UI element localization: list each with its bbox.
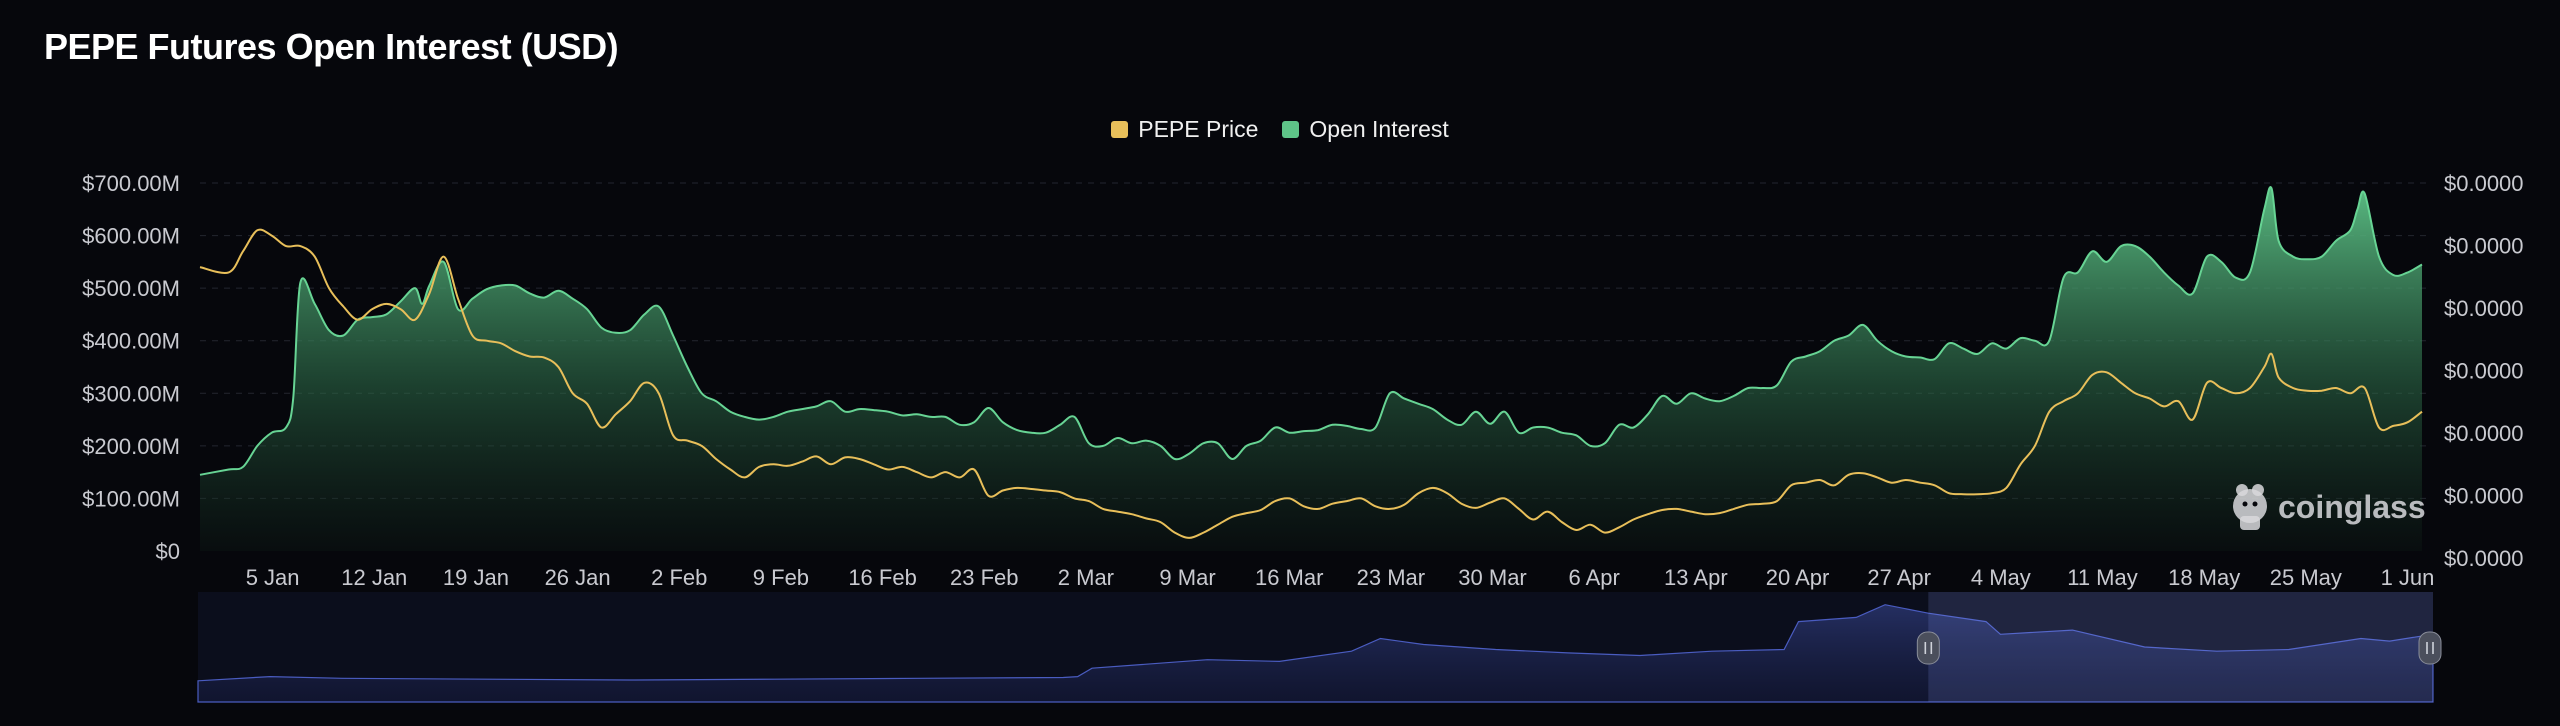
coinglass-logo-icon [2233, 484, 2267, 530]
navigator-area [197, 604, 2434, 703]
handle-grip [2418, 631, 2442, 665]
x-tick-label: 19 Jan [443, 565, 509, 590]
legend-item-open-interest[interactable]: Open Interest [1282, 116, 1449, 143]
y-tick-label: $600.00M [82, 224, 180, 249]
y-right-tick-label: $0.0000 [2444, 421, 2524, 446]
x-tick-label: 1 Jun [2381, 565, 2435, 590]
x-tick-label: 20 Apr [1766, 565, 1830, 590]
x-tick-label: 23 Feb [950, 565, 1019, 590]
legend-swatch-open-interest [1282, 121, 1300, 138]
y-right-tick-label: $0.0000 [2444, 359, 2524, 384]
x-tick-label: 2 Feb [651, 565, 707, 590]
legend-label-price: PEPE Price [1138, 116, 1259, 142]
handle-grip [1916, 631, 1940, 665]
x-tick-label: 13 Apr [1664, 565, 1728, 590]
x-tick-label: 16 Feb [848, 565, 917, 590]
x-axis: 5 Jan 12 Jan 19 Jan 26 Jan 2 Feb 9 Feb 16 Feb 2… [246, 565, 2435, 590]
y-tick-label: $700.00M [82, 171, 180, 196]
legend-item-price[interactable]: PEPE Price [1111, 116, 1258, 143]
legend-label-open-interest: Open Interest [1309, 116, 1449, 142]
x-tick-label: 11 May [2067, 565, 2138, 590]
x-tick-label: 18 May [2168, 565, 2240, 590]
x-tick-label: 2 Mar [1058, 565, 1114, 590]
navigator-selection[interactable] [1928, 592, 2433, 702]
x-tick-label: 23 Mar [1357, 565, 1425, 590]
navigator-handle-right[interactable] [2418, 631, 2442, 665]
open-interest-line[interactable] [199, 186, 2423, 476]
chart-title: PEPE Futures Open Interest (USD) [44, 26, 619, 67]
y-right-tick-label: $0.0000 [2444, 546, 2524, 571]
y-tick-label: $300.00M [82, 381, 180, 406]
coinglass-watermark: coinglass [2233, 484, 2426, 530]
y-axis-right: $0.0000 $0.0000 $0.0000 $0.0000 $0.0000 $0.00… [2444, 171, 2524, 571]
y-tick-label: $0 [156, 539, 180, 564]
x-tick-label: 12 Jan [341, 565, 407, 590]
coinglass-watermark-text: coinglass [2278, 489, 2426, 525]
navigator[interactable] [197, 592, 2442, 703]
x-tick-label: 9 Feb [753, 565, 809, 590]
y-tick-label: $100.00M [82, 486, 180, 511]
x-tick-label: 4 May [1971, 565, 2031, 590]
y-tick-label: $400.00M [82, 329, 180, 354]
x-tick-label: 27 Apr [1867, 565, 1931, 590]
legend: PEPE Price Open Interest [0, 116, 2560, 143]
x-tick-label: 30 Mar [1458, 565, 1526, 590]
y-right-tick-label: $0.0000 [2444, 171, 2524, 196]
open-interest-area [200, 187, 2422, 551]
x-tick-label: 5 Jan [246, 565, 300, 590]
x-tick-label: 16 Mar [1255, 565, 1323, 590]
y-right-tick-label: $0.0000 [2444, 296, 2524, 321]
y-axis-left: $0 $100.00M $200.00M $300.00M $400.00M $500.0… [82, 171, 180, 564]
x-tick-label: 6 Apr [1569, 565, 1620, 590]
pepe-price-line[interactable] [199, 228, 2423, 539]
y-tick-label: $500.00M [82, 276, 180, 301]
x-tick-label: 26 Jan [545, 565, 611, 590]
x-tick-label: 25 May [2270, 565, 2342, 590]
y-right-tick-label: $0.0000 [2444, 484, 2524, 509]
x-tick-label: 9 Mar [1159, 565, 1215, 590]
legend-swatch-price [1111, 121, 1129, 138]
y-tick-label: $200.00M [82, 434, 180, 459]
y-right-tick-label: $0.0000 [2444, 234, 2524, 259]
navigator-handle-left[interactable] [1916, 631, 1940, 665]
